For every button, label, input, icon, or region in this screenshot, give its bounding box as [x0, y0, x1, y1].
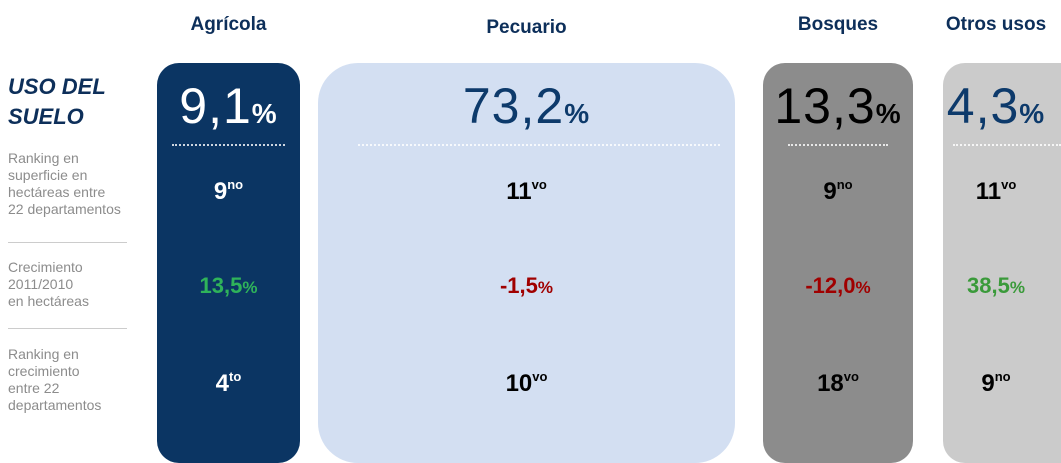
growth-number: -1,5 [499, 273, 538, 298]
divider [358, 144, 720, 146]
share-number: 9,1 [179, 78, 252, 134]
label-line: Ranking en [8, 346, 79, 362]
rank: 11vo [318, 177, 735, 206]
share-unit: % [875, 98, 902, 129]
column-box: 9,1% 9no 13,5% 4to [157, 63, 300, 463]
rank-number: 11 [506, 178, 532, 205]
share: 13,3% [763, 77, 913, 135]
share: 4,3% [943, 77, 1049, 135]
rank-number: 11 [975, 178, 1002, 205]
row-label: Ranking en superficie en hectáreas entre 22… [8, 150, 121, 218]
growth: 13,5% [157, 273, 300, 299]
growth-rank-suffix: to [229, 369, 242, 384]
growth: 38,5% [943, 273, 1049, 299]
growth-rank: 18vo [763, 369, 913, 398]
growth-rank-suffix: vo [843, 369, 859, 384]
rank: 11vo [943, 177, 1049, 206]
column-box: 13,3% 9no -12,0% 18vo [763, 63, 913, 463]
share: 73,2% [318, 77, 735, 135]
share-unit: % [564, 98, 591, 129]
growth-rank: 4to [157, 369, 300, 398]
rank-suffix: no [836, 177, 853, 192]
row-label: Ranking en crecimiento entre 22 departament… [8, 346, 101, 414]
header: Pecuario [486, 17, 567, 38]
share-unit: % [1019, 98, 1046, 129]
share-number: 13,3 [774, 78, 876, 134]
divider [788, 144, 888, 146]
growth-number: 38,5 [967, 273, 1010, 298]
rank-suffix: vo [1001, 177, 1017, 192]
growth: -12,0% [763, 273, 913, 299]
column-box: 73,2% 11vo -1,5% 10vo [318, 63, 735, 463]
growth-rank: 10vo [318, 369, 735, 398]
rank-suffix: vo [531, 177, 547, 192]
growth-rank-suffix: no [994, 369, 1011, 384]
title-line: USO DEL [8, 74, 106, 99]
share-number: 4,3 [946, 78, 1020, 134]
label-line: superficie en [8, 167, 88, 183]
growth-unit: % [1009, 278, 1025, 297]
growth-rank-number: 10 [505, 370, 533, 397]
header: Otros usos [945, 14, 1047, 35]
label-line: Ranking en [8, 150, 79, 166]
divider [953, 144, 1061, 146]
divider [172, 144, 285, 146]
growth-number: -12,0 [805, 273, 856, 298]
header: Agrícola [190, 14, 267, 35]
label-line: entre 22 [8, 380, 60, 396]
row-label: Crecimiento 2011/2010 en hectáreas [8, 259, 89, 310]
growth-rank-number: 4 [215, 370, 230, 397]
title-line: SUELO [8, 104, 84, 129]
growth: -1,5% [318, 273, 735, 299]
growth-unit: % [242, 278, 258, 297]
title: USO DEL SUELO [8, 72, 106, 132]
growth-rank-number: 18 [817, 370, 844, 397]
label-line: 2011/2010 [8, 276, 74, 292]
growth-unit: % [855, 278, 871, 297]
growth-rank: 9no [943, 369, 1049, 398]
share: 9,1% [157, 77, 300, 135]
rank-number: 9 [823, 178, 837, 205]
growth-number: 13,5 [199, 273, 243, 298]
label-line: Crecimiento [8, 259, 83, 275]
separator [8, 242, 127, 243]
growth-rank-number: 9 [981, 370, 995, 397]
separator [8, 328, 127, 329]
label-line: crecimiento [8, 363, 80, 379]
rank: 9no [763, 177, 913, 206]
label-line: hectáreas entre [8, 184, 106, 200]
growth-unit: % [537, 278, 554, 297]
rank: 9no [157, 177, 300, 206]
label-line: departamentos [8, 397, 102, 413]
label-line: en hectáreas [8, 293, 89, 309]
share-unit: % [251, 98, 278, 129]
rank-number: 9 [213, 178, 228, 205]
share-number: 73,2 [462, 78, 565, 134]
column-box: 4,3% 11vo 38,5% 9no [943, 63, 1061, 463]
label-line: 22 departamentos [8, 201, 121, 217]
growth-rank-suffix: vo [532, 369, 548, 384]
rank-suffix: no [227, 177, 244, 192]
header: Bosques [797, 14, 879, 35]
page: Agrícola Pecuario Bosques Otros usos USO… [8, 14, 1061, 463]
